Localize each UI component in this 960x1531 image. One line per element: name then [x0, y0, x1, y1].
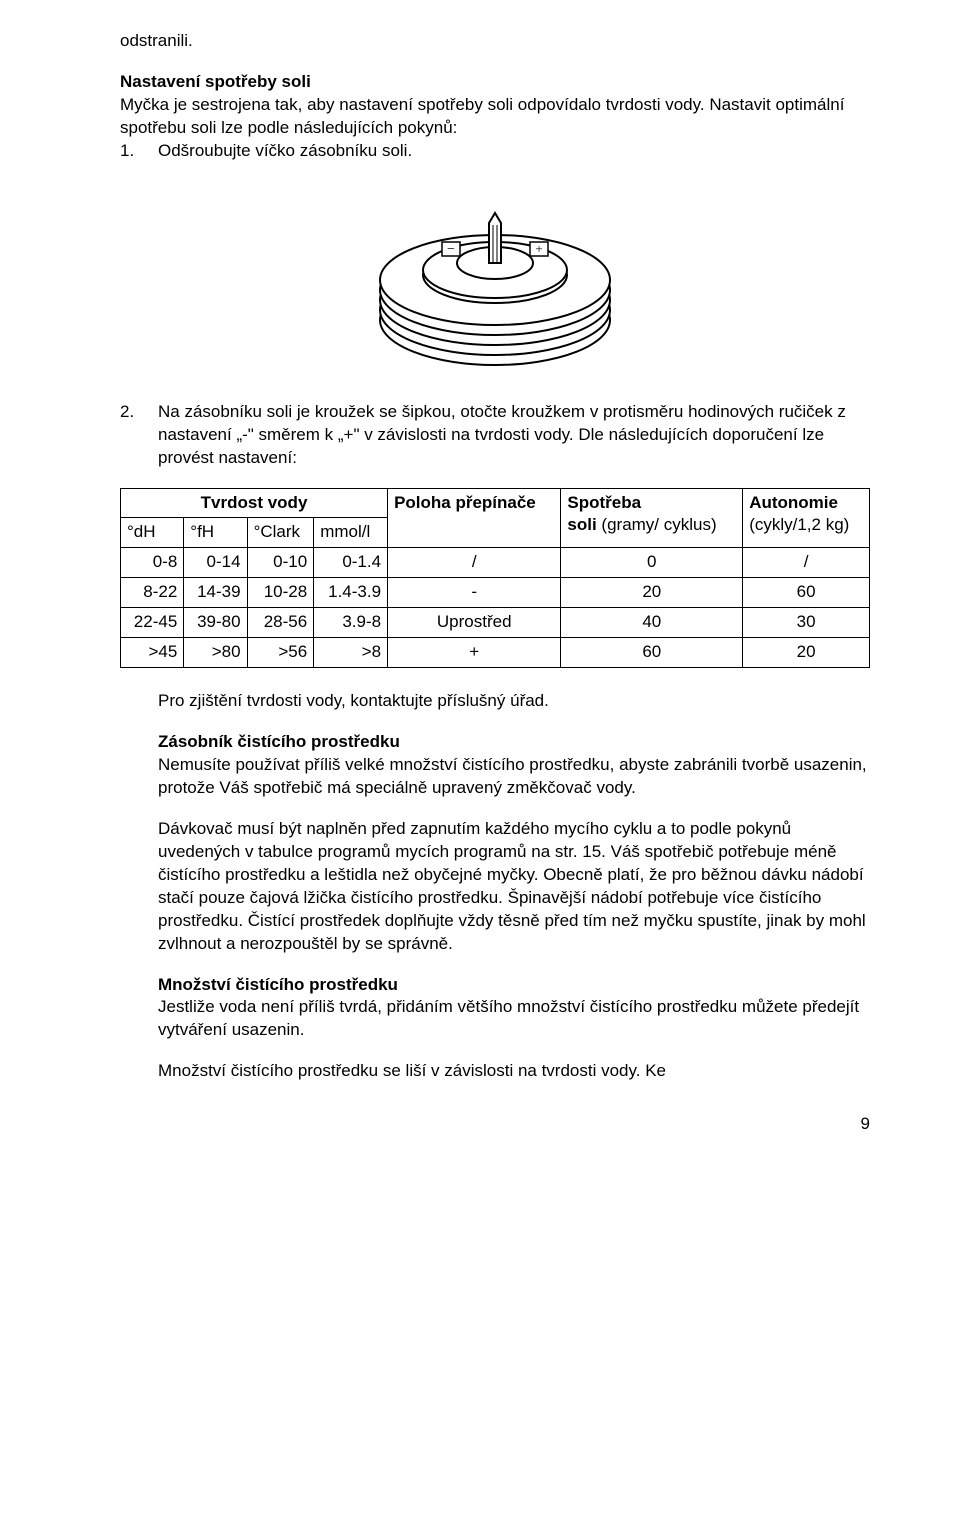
cell: / — [743, 548, 870, 578]
cell: - — [388, 578, 561, 608]
salt-setting-title: Nastavení spotřeby soli — [120, 71, 870, 94]
cell: 40 — [561, 608, 743, 638]
intro-fragment: odstranili. — [120, 30, 870, 53]
minus-label: − — [447, 242, 455, 257]
th-mmol: mmol/l — [314, 518, 388, 548]
salt-setting-block: Nastavení spotřeby soli Myčka je sestroj… — [120, 71, 870, 163]
cell: 0-10 — [247, 548, 314, 578]
table-row: 0-8 0-14 0-10 0-1.4 / 0 / — [121, 548, 870, 578]
cell: >8 — [314, 638, 388, 668]
list-item-2: 2. Na zásobníku soli je kroužek se šipko… — [120, 401, 870, 470]
cell: 8-22 — [121, 578, 184, 608]
cell: >80 — [184, 638, 247, 668]
table-header-row-1: Tvrdost vody Poloha přepínače Spotřebaso… — [121, 488, 870, 518]
cell: + — [388, 638, 561, 668]
list-item-1: 1. Odšroubujte víčko zásobníku soli. — [120, 140, 870, 163]
detergent-tank-body: Nemusíte používat příliš velké množství … — [158, 754, 870, 800]
list-block-2: 2. Na zásobníku soli je kroužek se šipko… — [120, 401, 870, 470]
cell: 39-80 — [184, 608, 247, 638]
cell: 60 — [561, 638, 743, 668]
th-auto: Autonomie (cykly/1,2 kg) — [743, 488, 870, 548]
cell: / — [388, 548, 561, 578]
cell: 10-28 — [247, 578, 314, 608]
cell: 22-45 — [121, 608, 184, 638]
salt-setting-body: Myčka je sestrojena tak, aby nastavení s… — [120, 94, 870, 140]
th-dH: °dH — [121, 518, 184, 548]
th-auto-1: Autonomie — [749, 493, 838, 512]
table-row: 22-45 39-80 28-56 3.9-8 Uprostřed 40 30 — [121, 608, 870, 638]
detergent-tank-title: Zásobník čistícího prostředku — [158, 731, 870, 754]
cell: 0-8 — [121, 548, 184, 578]
after-table-note: Pro zjištění tvrdosti vody, kontaktujte … — [158, 690, 870, 713]
cell: 28-56 — [247, 608, 314, 638]
cell: 30 — [743, 608, 870, 638]
cell: 3.9-8 — [314, 608, 388, 638]
th-spotreba-2: soli — [567, 515, 596, 534]
th-spotreba-1: Spotřeba — [567, 493, 641, 512]
table-row: >45 >80 >56 >8 + 60 20 — [121, 638, 870, 668]
cell: 60 — [743, 578, 870, 608]
list-num-2: 2. — [120, 401, 158, 470]
salt-cap-diagram: − + — [120, 185, 870, 375]
cell: 0-1.4 — [314, 548, 388, 578]
detergent-tank-block: Zásobník čistícího prostředku Nemusíte p… — [158, 731, 870, 800]
trailing-paragraph: Množství čistícího prostředku se liší v … — [158, 1060, 870, 1083]
page-number: 9 — [120, 1113, 870, 1136]
detergent-amount-block: Množství čistícího prostředku Jestliže v… — [158, 974, 870, 1043]
table-row: 8-22 14-39 10-28 1.4-3.9 - 20 60 — [121, 578, 870, 608]
th-spotreba: Spotřeba soli (gramy/ cyklus) — [561, 488, 743, 548]
th-clark: °Clark — [247, 518, 314, 548]
plus-label: + — [535, 241, 542, 256]
cell: >45 — [121, 638, 184, 668]
th-poloha: Poloha přepínače — [388, 488, 561, 548]
th-fH: °fH — [184, 518, 247, 548]
cell: 14-39 — [184, 578, 247, 608]
cell: 20 — [561, 578, 743, 608]
hardness-table: Tvrdost vody Poloha přepínače Spotřeba so… — [120, 488, 870, 669]
list-txt-2: Na zásobníku soli je kroužek se šipkou, … — [158, 401, 870, 470]
cell: Uprostřed — [388, 608, 561, 638]
th-auto-2: (cykly/1,2 kg) — [749, 515, 849, 534]
cell: 0-14 — [184, 548, 247, 578]
dispenser-paragraph: Dávkovač musí být naplněn před zapnutím … — [158, 818, 870, 956]
th-spotreba-3: (gramy/ cyklus) — [597, 515, 717, 534]
th-tvrdost: Tvrdost vody — [121, 488, 388, 518]
cell: 0 — [561, 548, 743, 578]
list-num-1: 1. — [120, 140, 158, 163]
detergent-amount-title: Množství čistícího prostředku — [158, 974, 870, 997]
detergent-amount-body: Jestliže voda není příliš tvrdá, přidání… — [158, 996, 870, 1042]
cell: 20 — [743, 638, 870, 668]
list-txt-1: Odšroubujte víčko zásobníku soli. — [158, 140, 870, 163]
cell: >56 — [247, 638, 314, 668]
cell: 1.4-3.9 — [314, 578, 388, 608]
